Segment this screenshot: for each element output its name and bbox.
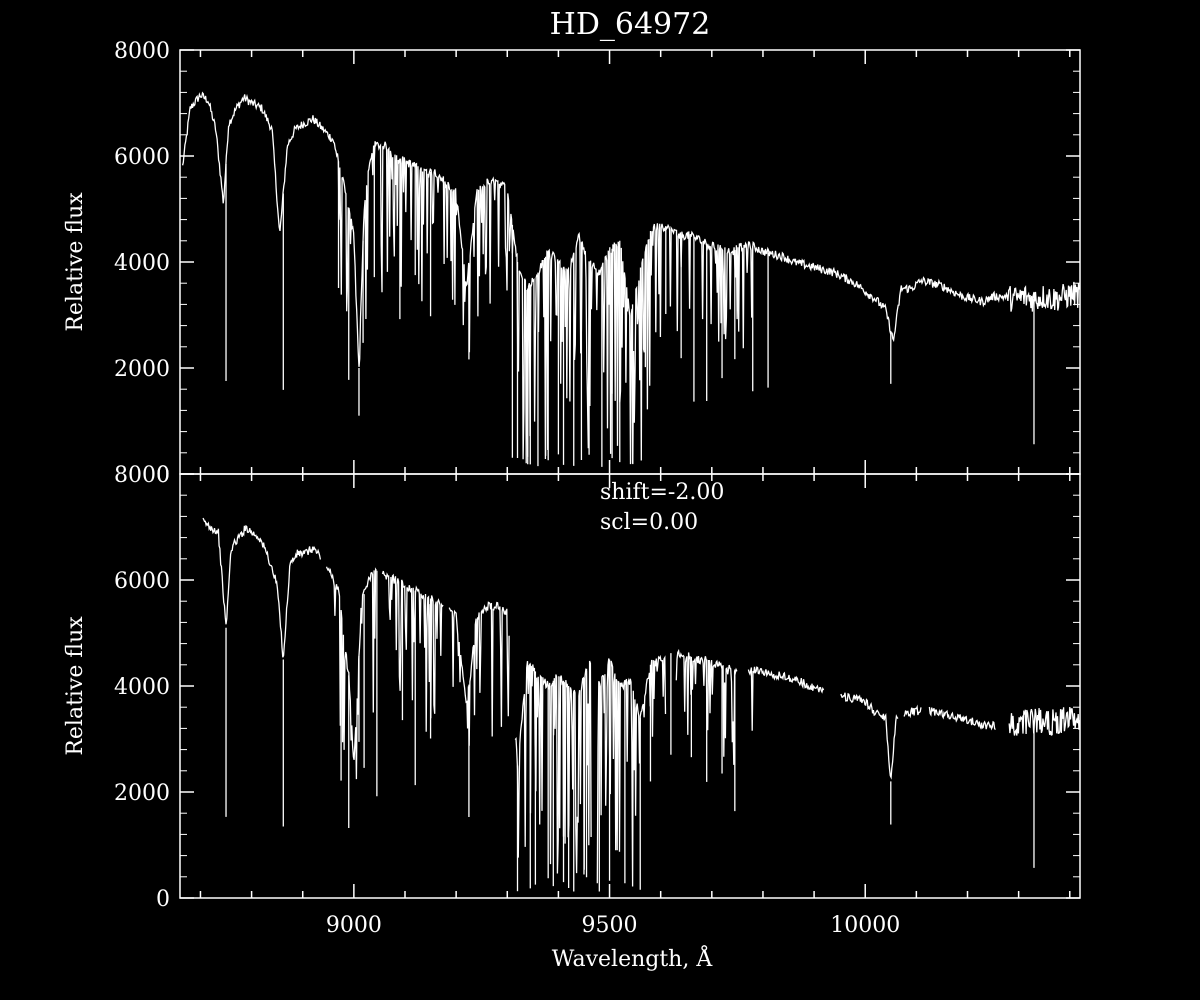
top-y-axis-label: Relative flux (63, 192, 88, 332)
top-y-tick-label: 8000 (114, 39, 170, 64)
top-panel: Relative flux 0 2000 4000 6000 8000 (63, 39, 1081, 488)
scale-annotation: scl=0.00 (600, 510, 698, 535)
bottom-y-tick-label: 8000 (114, 463, 170, 488)
bottom-x-tick-label: 9500 (582, 913, 638, 938)
top-y-tick-label: 2000 (114, 357, 170, 382)
top-y-ticks: 0 2000 4000 6000 8000 (114, 39, 1080, 488)
bottom-y-tick-label: 2000 (114, 781, 170, 806)
bottom-y-tick-label: 6000 (114, 569, 170, 594)
bottom-y-tick-label: 4000 (114, 675, 170, 700)
bottom-spectrum-line (202, 517, 1081, 887)
top-y-tick-label: 4000 (114, 251, 170, 276)
x-axis-label: Wavelength, Å (552, 944, 714, 972)
bottom-x-tick-label: 9000 (326, 913, 382, 938)
bottom-x-tick-label: 10000 (830, 913, 900, 938)
top-y-tick-label: 6000 (114, 145, 170, 170)
bottom-panel: Relative flux shift=-2.00 scl=0.00 0 2000… (63, 463, 1081, 972)
bottom-y-ticks: 0 2000 4000 6000 8000 (114, 463, 1080, 912)
chart-title: HD_64972 (550, 7, 711, 42)
bottom-x-ticks: 9000 9500 10000 (199, 474, 1071, 938)
bottom-absorption-lines (225, 570, 1035, 892)
bottom-y-tick-label: 0 (156, 887, 170, 912)
bottom-axes-frame (179, 473, 1081, 899)
bottom-y-axis-label: Relative flux (63, 616, 88, 756)
top-spectrum-line (181, 91, 1081, 465)
top-x-ticks (199, 50, 1071, 474)
top-y-tick-label: 0 (156, 463, 170, 488)
shift-annotation: shift=-2.00 (600, 480, 724, 505)
